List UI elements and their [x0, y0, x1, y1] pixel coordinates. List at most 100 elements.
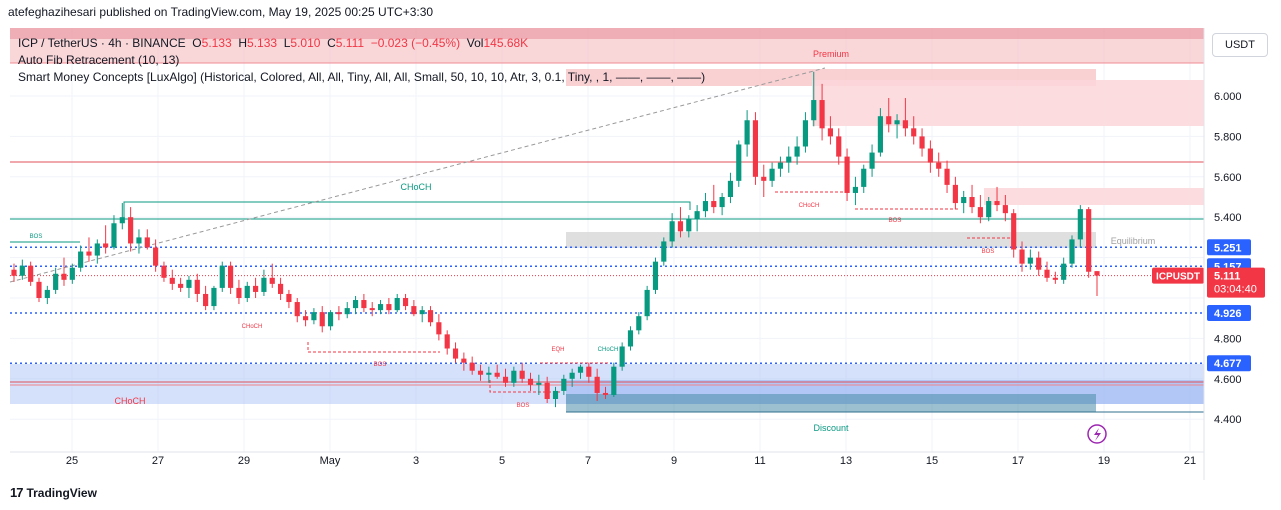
- candle-body: [28, 265, 34, 282]
- candle-body: [136, 237, 142, 244]
- candle-body: [652, 261, 659, 290]
- candle-body: [269, 277, 275, 284]
- premium-label: Premium: [813, 49, 849, 59]
- candle-body: [253, 285, 259, 292]
- candle-body: [361, 300, 367, 309]
- candle-body: [211, 287, 217, 307]
- candle-body: [527, 378, 534, 385]
- y-tick-label: 5.800: [1214, 131, 1242, 143]
- indicator-fib[interactable]: Auto Fib Retracement (10, 13): [18, 53, 180, 67]
- candle-body: [494, 372, 500, 377]
- x-tick-label: May: [320, 455, 341, 467]
- symbol-label[interactable]: ICP / TetherUS · 4h · BINANCE: [18, 36, 186, 50]
- candle-body: [11, 269, 17, 276]
- candle-body: [94, 243, 100, 256]
- candle-body: [444, 334, 450, 349]
- y-tick-label: 5.600: [1214, 172, 1242, 184]
- candle-body: [519, 370, 525, 379]
- candle-body: [1061, 263, 1067, 280]
- symbol-tag-text: ICPUSDT: [1156, 272, 1200, 283]
- candle-body: [319, 312, 325, 327]
- lightning-icon: [1094, 428, 1101, 441]
- ohlc-row: ICP / TetherUS · 4h · BINANCE O5.133 H5.…: [18, 35, 705, 52]
- candle-body: [961, 197, 967, 204]
- candle-body: [727, 180, 734, 197]
- candle-body: [544, 382, 550, 399]
- candle-body: [944, 168, 950, 185]
- candle-body: [969, 197, 975, 208]
- candle-body: [44, 289, 50, 298]
- low-value: 5.010: [290, 36, 321, 50]
- countdown-text: 03:04:40: [1214, 284, 1257, 296]
- candle-body: [244, 285, 250, 298]
- symbol-tag: [1152, 267, 1204, 284]
- indicator-smc[interactable]: Smart Money Concepts [LuxAlgo] (Historic…: [18, 70, 706, 84]
- candle-body: [936, 162, 942, 169]
- price-tag: [1207, 355, 1251, 372]
- close-label: C: [327, 36, 336, 50]
- candle-body: [1019, 249, 1025, 264]
- candle-body: [103, 243, 109, 248]
- y-tick-label: 6.000: [1214, 91, 1242, 103]
- candle-body: [278, 283, 284, 294]
- candle-body: [1094, 271, 1100, 276]
- tradingview-logo-icon: 17: [10, 485, 24, 500]
- x-tick-label: 29: [238, 455, 250, 467]
- candle-body: [369, 308, 375, 311]
- volume-label: Vol: [466, 36, 484, 50]
- x-tick-label: 19: [1098, 455, 1110, 467]
- candle-body: [594, 376, 600, 393]
- candle-body: [802, 120, 809, 147]
- candle-body: [536, 382, 542, 385]
- candle-body: [561, 378, 567, 391]
- candle-body: [569, 372, 575, 379]
- currency-button[interactable]: USDT: [1212, 33, 1268, 57]
- candle-body: [911, 128, 917, 137]
- close-value: 5.111: [335, 36, 365, 50]
- candle-body: [952, 184, 958, 204]
- candle-body: [927, 148, 933, 163]
- candle-body: [377, 304, 384, 311]
- candle-body: [552, 390, 559, 399]
- candle-body: [702, 201, 709, 212]
- candle-body: [919, 136, 925, 149]
- x-tick-label: 7: [585, 455, 591, 467]
- candle-body: [769, 168, 775, 181]
- candle-body: [178, 283, 184, 288]
- candle-body: [577, 366, 584, 373]
- candle-body: [219, 265, 225, 288]
- current-price-text: 5.111: [1214, 271, 1240, 283]
- candle-body: [627, 330, 634, 347]
- order-block-red: [812, 80, 1204, 126]
- candle-body: [694, 211, 700, 220]
- candle-body: [977, 207, 983, 218]
- candle-body: [69, 267, 75, 280]
- discount-label: Discount: [813, 423, 849, 433]
- candle-body: [877, 116, 883, 153]
- premium-zone-top: [10, 28, 1204, 39]
- candle-body: [994, 201, 1000, 206]
- candle-body: [461, 358, 467, 363]
- structure-label: CHoCH: [242, 324, 263, 330]
- candle-body: [402, 298, 409, 307]
- candle-body: [1044, 269, 1050, 278]
- x-tick-label: 3: [413, 455, 419, 467]
- candle-body: [336, 312, 342, 315]
- candle-body: [294, 302, 300, 317]
- candle-body: [1036, 257, 1042, 270]
- high-label: H: [238, 36, 248, 50]
- candle-body: [669, 221, 675, 242]
- candle-body: [777, 162, 784, 169]
- x-tick-label: 27: [152, 455, 164, 467]
- structure-label: CHoCH: [598, 347, 619, 353]
- candle-body: [477, 370, 484, 375]
- x-tick-label: 21: [1184, 455, 1196, 467]
- candle-body: [819, 100, 825, 129]
- candle-body: [711, 201, 717, 208]
- x-tick-label: 17: [1012, 455, 1024, 467]
- candle-body: [852, 186, 858, 193]
- candle-body: [736, 144, 742, 181]
- candle-body: [902, 120, 908, 129]
- brand-name: TradingView: [26, 485, 97, 500]
